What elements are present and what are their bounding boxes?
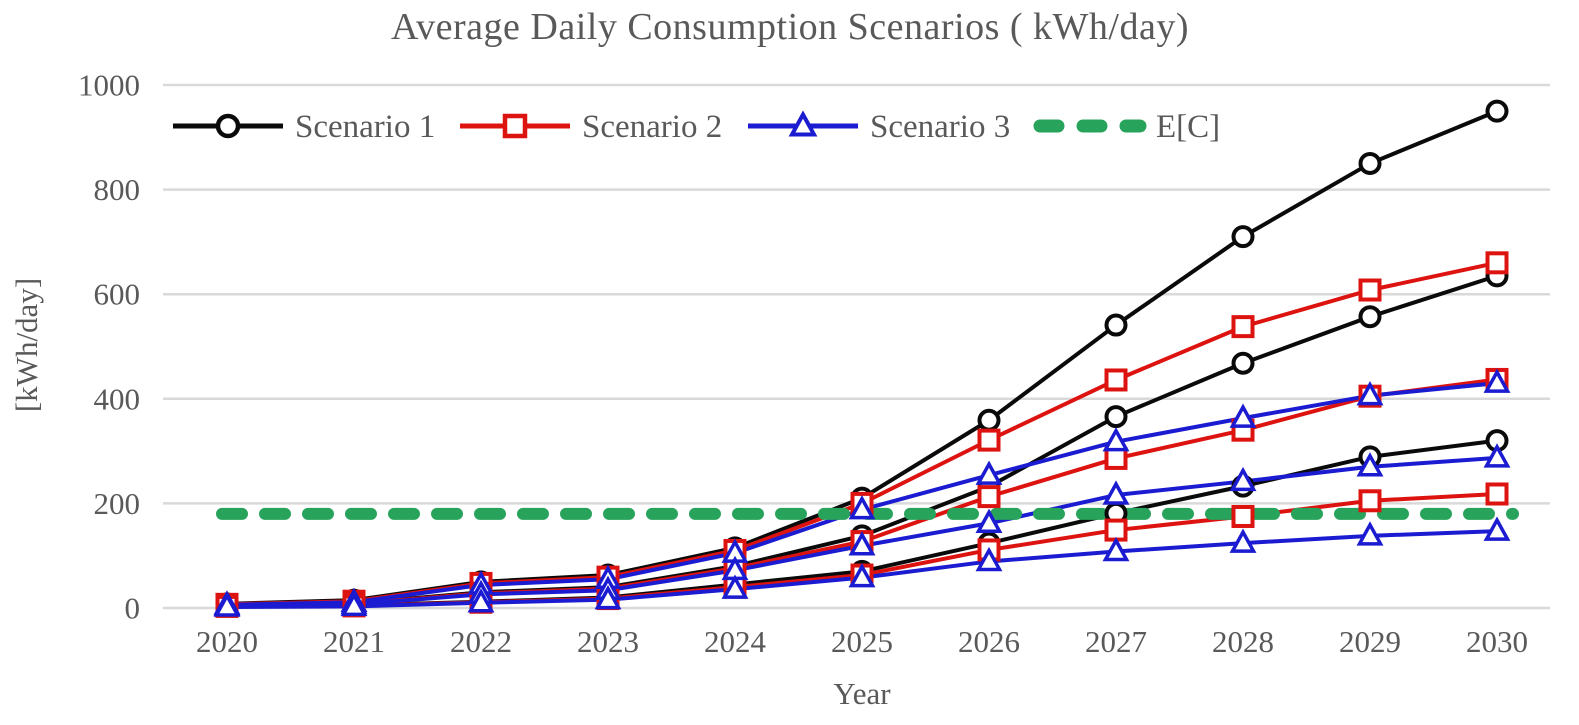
x-tick-label-2024: 2024 xyxy=(704,624,767,659)
scenario-3-min-marker-2028 xyxy=(1229,528,1257,553)
legend-label: Scenario 3 xyxy=(870,109,1010,145)
scenario-3-min-marker-2025 xyxy=(848,563,876,588)
y-tick-label-800: 800 xyxy=(94,172,141,207)
legend-scenario-1-marker-icon xyxy=(215,113,241,139)
scenario-3-mean-marker-2028 xyxy=(1229,466,1257,492)
scenario-3-min-marker-2027 xyxy=(1102,536,1130,562)
scenario-3-max-marker-2030 xyxy=(1483,368,1511,393)
y-tick-label-0: 0 xyxy=(125,591,141,626)
scenario-1-mean-marker-2027 xyxy=(1104,405,1128,429)
scenario-1-mean-marker-2029 xyxy=(1358,305,1382,329)
scenario-3-min-marker-2024 xyxy=(721,574,749,599)
scenario-1-max-marker-2027 xyxy=(1104,313,1128,337)
legend-item-expected: E[C] xyxy=(1027,109,1220,145)
x-tick-label-2025: 2025 xyxy=(831,624,893,659)
x-tick-label-2021: 2021 xyxy=(323,624,385,659)
scenario-1-mean-marker-2028 xyxy=(1231,351,1255,375)
y-tick-label-1000: 1000 xyxy=(78,68,140,103)
y-tick-label-200: 200 xyxy=(94,486,141,521)
legend-scenario-2-marker-icon xyxy=(502,113,528,139)
x-tick-label-2029: 2029 xyxy=(1339,624,1401,659)
legend-scenario-3-marker-icon xyxy=(788,110,818,137)
scenario-2-mean-marker-2027 xyxy=(1104,446,1128,470)
scenario-3-mean-marker-2025 xyxy=(848,531,876,556)
scenario-2-max-marker-2027 xyxy=(1104,368,1128,392)
x-tick-label-2020: 2020 xyxy=(196,624,258,659)
scenario-2-min-marker-2029 xyxy=(1358,489,1382,513)
scenario-3-min-marker-2021 xyxy=(340,591,368,617)
x-tick-label-2026: 2026 xyxy=(958,624,1020,659)
y-tick-label-400: 400 xyxy=(94,381,141,416)
scenario-1-max-marker-2028 xyxy=(1231,225,1255,249)
scenario-3-mean-marker-2026 xyxy=(975,508,1003,534)
scenario-1-max-marker-2030 xyxy=(1485,99,1509,123)
x-axis-title: Year xyxy=(833,676,891,711)
legend: Scenario 1 Scenario 2 Scenario 3 E[C] xyxy=(173,109,1220,145)
scenario-3-max-marker-2025 xyxy=(848,495,876,520)
chart-title: Average Daily Consumption Scenarios ( kW… xyxy=(391,6,1189,48)
scenario-3-min-marker-2026 xyxy=(975,546,1003,572)
scenario-2-max-marker-2030 xyxy=(1485,251,1509,275)
legend-item-scenario-1: Scenario 1 xyxy=(173,109,435,145)
scenario-3-max-marker-2029 xyxy=(1356,381,1384,406)
scenario-1-mean-line xyxy=(226,273,1498,607)
scenario-3-mean-marker-2027 xyxy=(1102,480,1130,505)
scenario-2-max-marker-2029 xyxy=(1358,278,1382,302)
scenario-3-min-marker-2029 xyxy=(1356,521,1384,546)
scenario-3-mean-marker-2030 xyxy=(1483,443,1511,468)
scenario-1-max-marker-2029 xyxy=(1358,151,1382,175)
scenario-3-min-marker-2022 xyxy=(467,588,495,613)
y-axis-title: [kWh/day] xyxy=(9,277,44,413)
x-tick-label-2028: 2028 xyxy=(1212,624,1274,659)
x-tick-label-2023: 2023 xyxy=(577,624,639,659)
legend-label: E[C] xyxy=(1156,109,1220,145)
scenario-2-max-marker-2028 xyxy=(1231,315,1255,339)
scenario-1-max-marker-2026 xyxy=(977,408,1001,432)
legend-label: Scenario 2 xyxy=(582,109,722,145)
y-tick-label-600: 600 xyxy=(94,277,141,312)
scenario-3-min-marker-2030 xyxy=(1483,516,1511,541)
legend-item-scenario-2: Scenario 2 xyxy=(460,109,722,145)
legend-item-scenario-3: Scenario 3 xyxy=(748,109,1010,145)
scenario-3-min-marker-2020 xyxy=(213,592,241,617)
x-tick-label-2027: 2027 xyxy=(1085,624,1147,659)
scenario-2-min-marker-2028 xyxy=(1231,504,1255,528)
legend-label: Scenario 1 xyxy=(295,109,435,145)
scenario-3-max-marker-2026 xyxy=(975,460,1003,485)
scenario-2-max-marker-2026 xyxy=(977,428,1001,452)
scenario-2-min-marker-2027 xyxy=(1104,518,1128,542)
scenario-3-max-marker-2027 xyxy=(1102,427,1130,452)
scenario-3-max-marker-2028 xyxy=(1229,403,1257,428)
scenario-3-mean-marker-2029 xyxy=(1356,452,1384,477)
x-tick-label-2022: 2022 xyxy=(450,624,512,659)
x-tick-label-2030: 2030 xyxy=(1466,624,1528,659)
scenario-2-mean-marker-2026 xyxy=(977,485,1001,509)
scenario-3-min-marker-2023 xyxy=(594,585,622,610)
scenario-2-min-marker-2030 xyxy=(1485,482,1509,506)
